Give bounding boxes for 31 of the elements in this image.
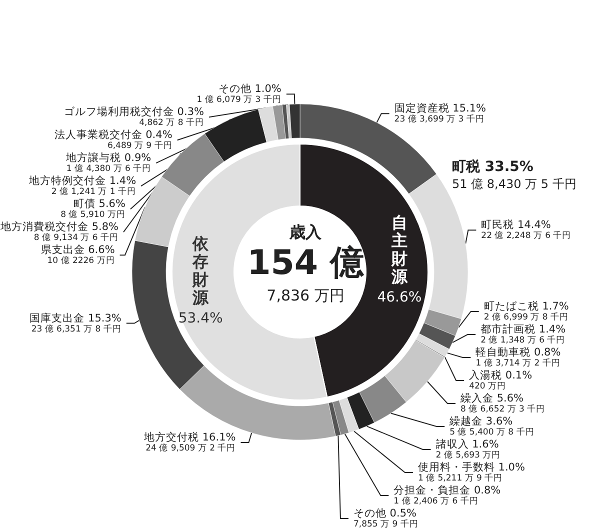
slice-label: 使用料・手数料 1.0% 1 億 5,211 万 9 千円	[418, 460, 525, 484]
slice-label: 地方譲与税 0.9% 1 億 4,380 万 6 千円	[65, 151, 152, 174]
slice-label: 町債 5.6% 8 億 5,910 万円	[60, 198, 126, 220]
slice-label: 国庫支出金 15.3% 23 億 6,351 万 8 千円	[30, 311, 122, 334]
data-label: 46.6%	[377, 289, 422, 306]
slice-label: その他 0.5% 7,855 万 9 千円	[353, 508, 418, 530]
text: 51 億 8,430 万 5 千円	[452, 177, 576, 191]
slice-label: 軽自動車税 0.8% 1 億 3,714 万 2 千円	[476, 346, 561, 368]
slice-label: 固定資産税 15.1% 23 億 3,699 万 3 千円	[394, 102, 486, 125]
slice-label: その他 1.0% 1 億 6,079 万 3 千円	[196, 83, 282, 106]
data-label: 53.4%	[178, 310, 223, 327]
slice-label: ゴルフ場利用税交付金 0.3% 4,862 万 8 千円	[64, 105, 204, 128]
text: 7,836 万円	[266, 286, 344, 304]
slice-label: 繰入金 5.6% 8 億 6,652 万 3 千円	[459, 392, 546, 414]
slice-label: 地方交付税 16.1% 24 億 9,509 万 2 千円	[143, 430, 236, 454]
slice-label: 県支出金 6.6% 10 億 2226 万円	[40, 243, 115, 266]
slice-label: 法人事業税交付金 0.4% 6,489 万 9 千円	[54, 128, 172, 152]
text: 歳入	[288, 222, 322, 242]
text: 町税 33.5%	[452, 158, 534, 175]
slice-label: 町たばこ税 1.7% 2 億 6,999 万 8 千円	[484, 300, 569, 322]
slice-label: 町民税 14.4% 22 億 2,248 万 6 千円	[481, 218, 572, 242]
slice-label: 分担金・負担金 0.8% 1 億 2,406 万 6 千円	[394, 484, 501, 506]
slice-label: 地方消費税交付金 5.8% 8 億 9,134 万 6 千円	[0, 220, 119, 244]
slice-label: 都市計画税 1.4% 2 億 1,348 万 6 千円	[480, 322, 566, 346]
slice-label: 入湯税 0.1% 420 万円	[469, 368, 532, 392]
slice-label: 繰越金 3.6% 5 億 5,400 万 8 千円	[448, 414, 534, 438]
slice-label: 自主財源	[390, 212, 408, 286]
slice-label: 依存財源	[192, 234, 210, 308]
slice-label: 諸収入 1.6% 2 億 5,693 万円	[436, 438, 501, 460]
text: 154 億	[247, 243, 365, 283]
slice-label: 地方特例交付金 1.4% 2 億 1,241 万 1 千円	[28, 174, 136, 198]
